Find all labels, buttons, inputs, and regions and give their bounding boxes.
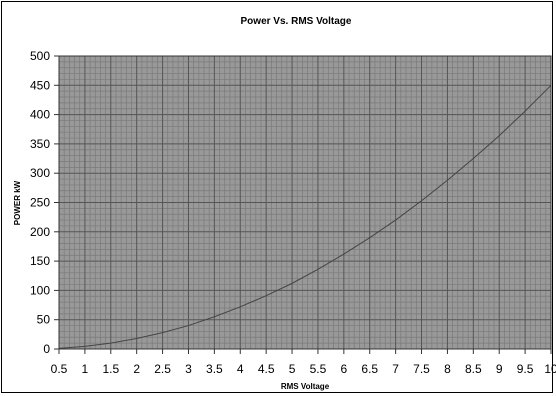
x-tick-label: 5.5 bbox=[310, 362, 327, 376]
x-tick-label: 7 bbox=[392, 362, 399, 376]
x-axis-title: RMS Voltage bbox=[281, 382, 330, 391]
x-tick-label: 5 bbox=[289, 362, 296, 376]
x-tick-label: 0.5 bbox=[51, 362, 68, 376]
x-tick-label: 6.5 bbox=[361, 362, 378, 376]
y-tick-label: 0 bbox=[43, 342, 50, 356]
x-tick-label: 8.5 bbox=[465, 362, 482, 376]
x-tick-label: 8 bbox=[444, 362, 451, 376]
x-tick-label: 4.5 bbox=[258, 362, 275, 376]
y-tick-label: 400 bbox=[30, 108, 50, 122]
chart-title: Power Vs. RMS Voltage bbox=[241, 16, 352, 27]
x-tick-label: 3 bbox=[185, 362, 192, 376]
minor-grid bbox=[59, 56, 551, 349]
x-tick-label: 1 bbox=[82, 362, 89, 376]
y-tick-label: 500 bbox=[30, 49, 50, 63]
y-axis-title: POWER kW bbox=[13, 180, 22, 225]
x-tick-label: 1.5 bbox=[102, 362, 119, 376]
x-tick-label: 6 bbox=[340, 362, 347, 376]
y-tick-label: 350 bbox=[30, 137, 50, 151]
y-tick-label: 450 bbox=[30, 78, 50, 92]
x-tick-label: 7.5 bbox=[413, 362, 430, 376]
series-line-power bbox=[58, 84, 552, 349]
x-tick-label: 9.5 bbox=[517, 362, 534, 376]
y-tick-label: 50 bbox=[37, 313, 51, 327]
y-axis-ticks: 0 50 100 150 200 250 300 350 400 450 500 bbox=[30, 49, 59, 356]
x-tick-label: 3.5 bbox=[206, 362, 223, 376]
x-tick-label: 9 bbox=[496, 362, 503, 376]
y-tick-label: 250 bbox=[30, 196, 50, 210]
x-tick-label: 2 bbox=[133, 362, 140, 376]
y-tick-label: 200 bbox=[30, 225, 50, 239]
x-tick-label: 2.5 bbox=[154, 362, 171, 376]
y-tick-label: 300 bbox=[30, 166, 50, 180]
x-tick-label: 10 bbox=[544, 362, 556, 376]
y-tick-label: 150 bbox=[30, 254, 50, 268]
x-axis-ticks: 0.5 1 1.5 2 2.5 3 3.5 4 4.5 5 5.5 6 6.5 7 7.5 8 8.5 9 9.5 1… bbox=[51, 349, 556, 376]
x-tick-label: 4 bbox=[237, 362, 244, 376]
y-tick-label: 100 bbox=[30, 283, 50, 297]
